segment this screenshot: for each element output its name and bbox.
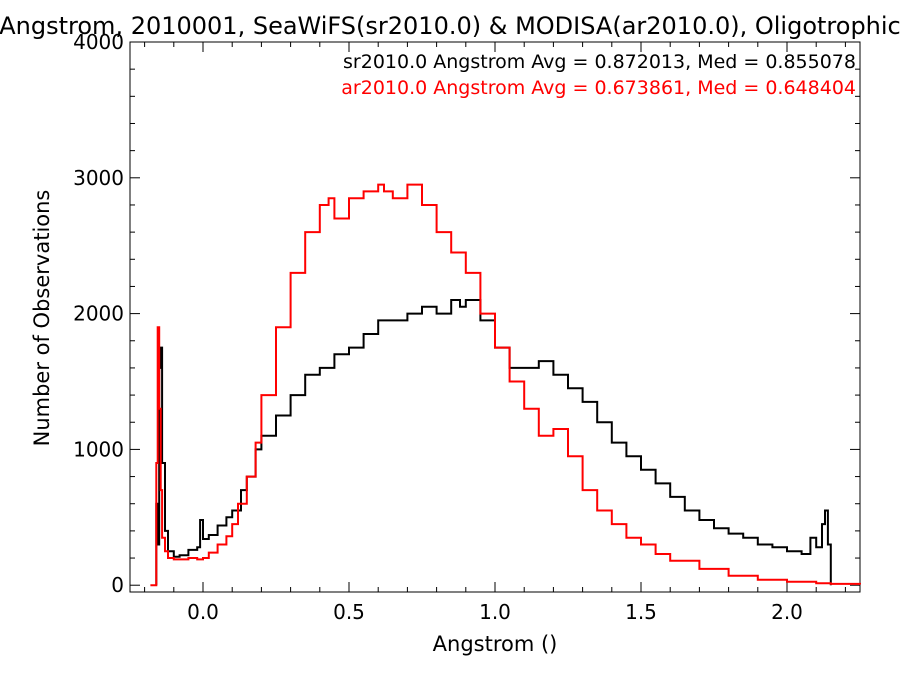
axis-ticks xyxy=(130,41,860,592)
y-tick-label: 3000 xyxy=(73,166,124,190)
y-tick-label: 2000 xyxy=(73,302,124,326)
x-tick-label: 0.5 xyxy=(333,600,365,624)
y-tick-label: 0 xyxy=(111,573,124,597)
y-axis-label: Number of Observations xyxy=(30,190,54,447)
series-line-ar2010.0 xyxy=(150,183,861,587)
x-tick-label: 2.0 xyxy=(771,600,803,624)
series-line-sr2010.0 xyxy=(155,299,832,586)
chart-title: Angstrom, 2010001, SeaWiFS(sr2010.0) & M… xyxy=(0,12,900,40)
x-tick-label: 1.0 xyxy=(479,600,511,624)
x-tick-label: 0.0 xyxy=(187,600,219,624)
y-tick-label: 4000 xyxy=(73,30,124,54)
axis-tick-labels: 0.0 0.5 1.0 1.5 2.0 0 1000 2000 3000 4000 xyxy=(73,30,803,624)
legend-entry-sr2010: sr2010.0 Angstrom Avg = 0.872013, Med = … xyxy=(343,51,856,73)
y-tick-label: 1000 xyxy=(73,437,124,461)
x-axis-label: Angstrom () xyxy=(433,632,558,656)
series-lines xyxy=(150,183,861,587)
x-tick-label: 1.5 xyxy=(625,600,657,624)
legend-entry-ar2010: ar2010.0 Angstrom Avg = 0.673861, Med = … xyxy=(341,77,856,99)
